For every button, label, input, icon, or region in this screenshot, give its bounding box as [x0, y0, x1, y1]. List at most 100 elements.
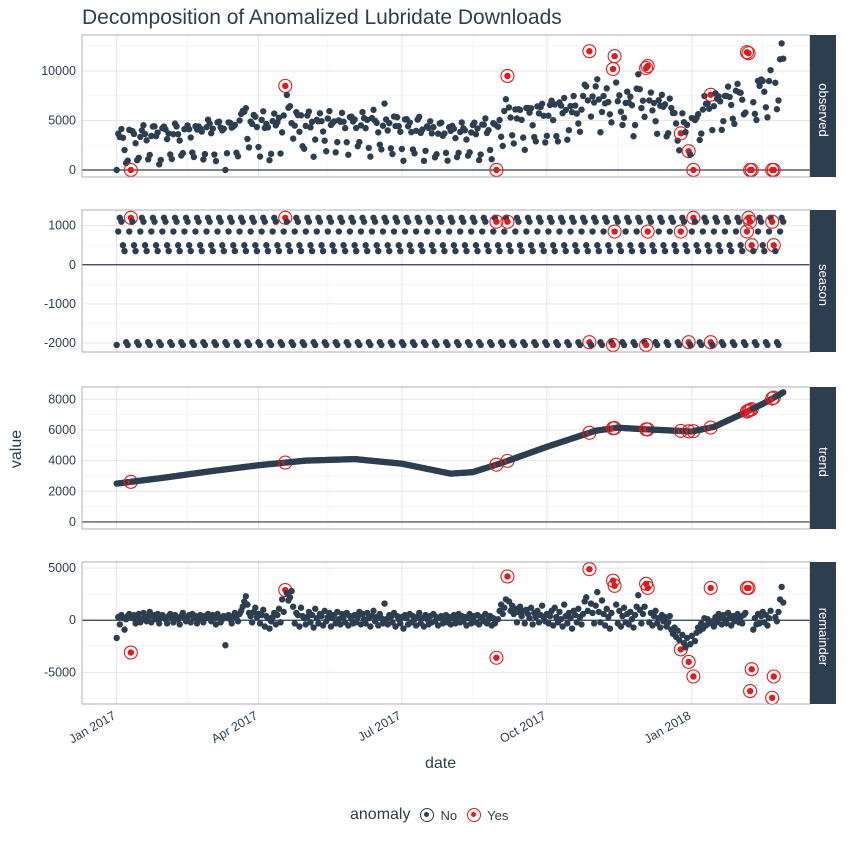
data-point: [280, 608, 287, 616]
data-point: [173, 218, 180, 225]
data-point: [471, 119, 478, 126]
data-point: [242, 247, 250, 255]
data-point: [502, 96, 510, 103]
data-point: [592, 83, 599, 90]
data-point: [352, 247, 360, 255]
data-point: [280, 112, 287, 119]
data-point: [687, 341, 694, 349]
anomaly-point: [748, 666, 755, 673]
x-tick-label: Jul 2017: [355, 708, 403, 744]
x-tick-label: Oct 2017: [497, 708, 548, 746]
data-point: [140, 122, 147, 129]
data-point: [289, 603, 297, 610]
data-point: [297, 247, 305, 255]
data-point: [759, 77, 766, 85]
data-point: [234, 618, 242, 625]
data-point: [307, 124, 314, 131]
data-point: [508, 132, 516, 139]
facet-strip: [810, 210, 836, 352]
data-point: [198, 128, 205, 135]
data-point: [260, 606, 267, 614]
data-point: [176, 137, 183, 144]
data-point: [619, 121, 626, 129]
data-point: [650, 99, 658, 107]
data-point: [445, 228, 453, 235]
y-tick-label: 0: [69, 163, 76, 177]
data-point: [584, 247, 592, 255]
data-point: [567, 102, 574, 110]
data-point: [671, 109, 678, 117]
data-point: [430, 247, 437, 255]
anomaly-ring: [489, 650, 504, 665]
data-point: [316, 218, 324, 225]
data-point: [653, 341, 661, 349]
data-point: [560, 601, 568, 608]
y-tick-label: -2000: [44, 336, 76, 350]
data-point: [460, 218, 467, 225]
data-point: [258, 228, 265, 235]
data-point: [653, 130, 661, 137]
data-point: [575, 605, 582, 612]
data-point: [761, 88, 768, 95]
data-point: [598, 341, 606, 349]
data-point: [482, 218, 489, 225]
data-point: [699, 106, 707, 113]
data-point: [666, 228, 673, 235]
data-point: [497, 133, 505, 140]
data-point: [135, 341, 142, 349]
anomaly-point: [644, 228, 651, 235]
data-point: [638, 104, 645, 112]
data-point: [527, 105, 535, 112]
anomaly-point: [644, 584, 651, 592]
data-point: [630, 624, 637, 631]
data-point: [419, 126, 426, 133]
data-point: [439, 242, 447, 249]
anomaly-ring: [500, 569, 515, 584]
data-point: [554, 138, 562, 145]
data-point: [242, 593, 250, 600]
data-point: [146, 341, 153, 349]
data-point: [360, 218, 368, 225]
data-point: [772, 247, 779, 255]
data-point: [420, 157, 428, 165]
data-point: [529, 122, 536, 129]
data-point: [225, 228, 232, 235]
data-point: [121, 626, 128, 633]
facet-strip: [810, 562, 836, 704]
data-point: [157, 341, 164, 349]
data-point: [475, 621, 483, 628]
data-point: [323, 148, 330, 155]
data-point: [400, 157, 407, 164]
data-point: [472, 131, 480, 138]
anomaly-ring: [739, 224, 755, 239]
data-point: [485, 126, 492, 134]
data-point: [132, 247, 139, 255]
data-point: [631, 611, 639, 619]
data-point: [661, 247, 669, 255]
y-tick-label: 1000: [48, 219, 76, 233]
data-point: [583, 83, 590, 90]
data-point: [163, 135, 171, 143]
data-point: [592, 218, 599, 225]
data-point: [664, 619, 672, 626]
data-point: [310, 153, 317, 160]
data-point: [433, 151, 440, 158]
anomaly-ring: [582, 44, 597, 59]
data-point: [750, 98, 757, 106]
data-point: [624, 88, 631, 95]
data-point: [477, 151, 484, 158]
data-point: [220, 247, 228, 255]
data-point: [778, 583, 785, 591]
data-point: [543, 132, 551, 140]
data-point: [379, 228, 387, 235]
data-point: [702, 218, 710, 225]
data-point: [179, 341, 187, 349]
data-point: [688, 228, 696, 235]
data-point: [375, 129, 382, 136]
anomaly-point: [690, 166, 697, 174]
data-point: [266, 625, 273, 632]
data-point: [507, 114, 514, 121]
data-point: [636, 86, 644, 93]
data-point: [557, 102, 565, 109]
data-point: [393, 218, 401, 225]
